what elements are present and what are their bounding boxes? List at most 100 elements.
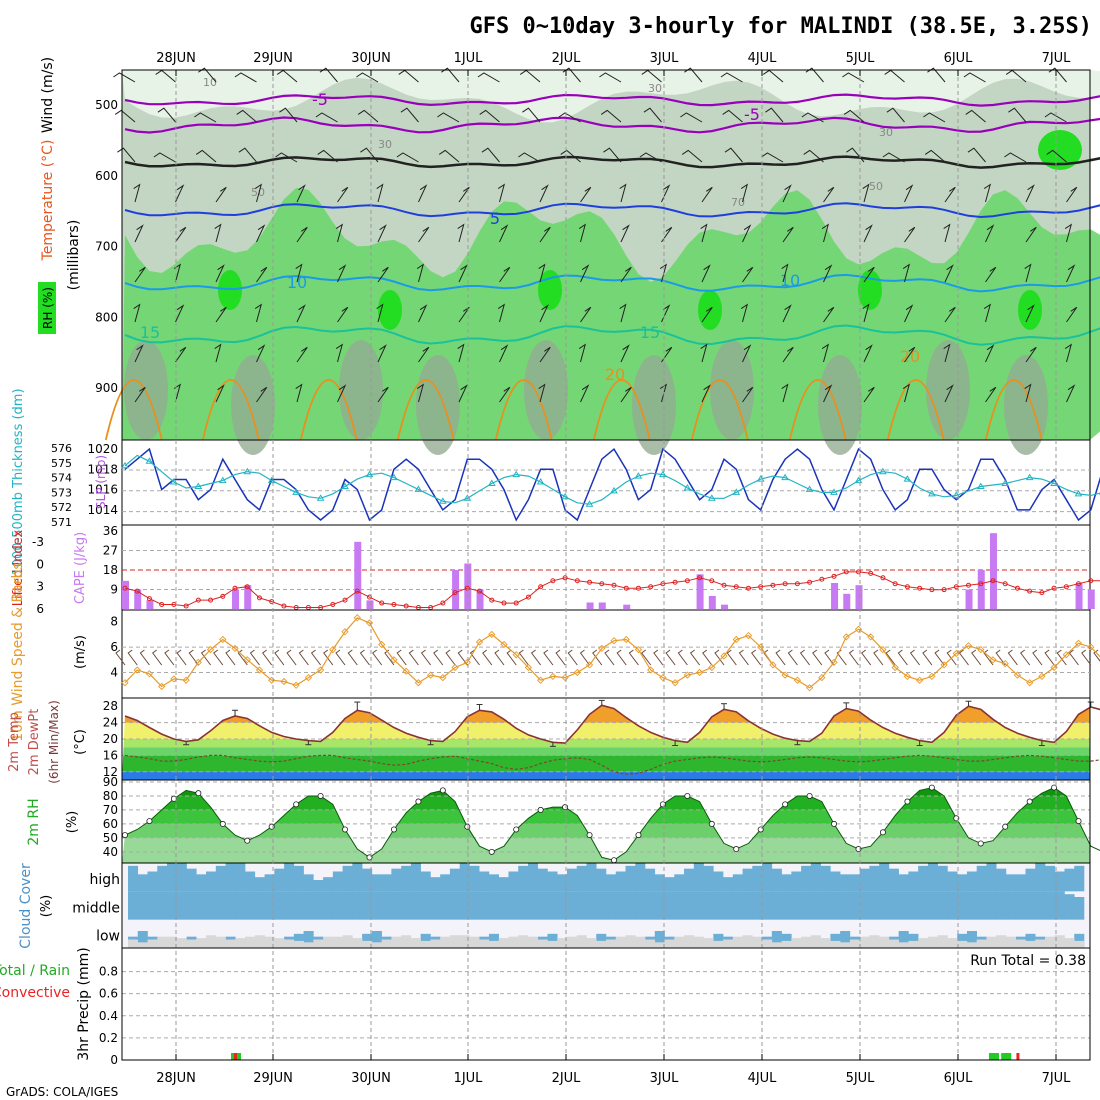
cloud-high-bar [566, 868, 578, 892]
cloud-middle-bar [449, 891, 460, 920]
cloud-middle-bar [771, 891, 782, 920]
cloud-middle-bar [1035, 891, 1046, 920]
rh-dry-pocket-4 [524, 340, 568, 440]
cloud-low-gap [625, 935, 636, 948]
wind-speed-point [622, 635, 630, 644]
surface-wind-barb [176, 649, 187, 666]
surface-wind-barb [262, 649, 273, 666]
wind-speed-point [1026, 679, 1034, 687]
rh2m-point [146, 818, 153, 825]
rh2m-point [464, 823, 471, 830]
wind-speed-point [732, 635, 740, 644]
rh2m-point [611, 857, 618, 864]
upper-wind-barb [256, 266, 268, 283]
surface-wind-barb [396, 649, 407, 666]
cloud-middle-bar [840, 891, 851, 920]
cloud-low-bar [957, 933, 968, 948]
cloud-low-bar [362, 933, 373, 948]
cloud-low-bar [908, 933, 919, 948]
wind-speed-point [1087, 643, 1095, 651]
wind-speed-point [1074, 639, 1083, 647]
upper-wind-barb [418, 226, 430, 243]
rh2m-point [831, 820, 838, 827]
wind-tick-1: 6 [110, 640, 118, 654]
upper-wind-barb [643, 107, 662, 123]
cloud-high-bar [537, 868, 548, 892]
thickness-marker [463, 494, 472, 501]
upper-wind-barb [927, 67, 946, 83]
surface-wind-barb [848, 649, 859, 666]
cloud-middle-bar [742, 891, 753, 920]
upper-wind-barb [863, 266, 875, 283]
upper-wind-barb [113, 72, 136, 83]
thickness-marker [1074, 489, 1083, 497]
cloud-low-gap [147, 939, 158, 948]
cloud-high-bar [674, 874, 685, 892]
cloud-high-bar [966, 871, 977, 892]
cloud-low-gap [215, 936, 226, 948]
cloud-middle-bar [284, 891, 295, 920]
wind-speed-point [512, 651, 520, 659]
upper-wind-barb [580, 306, 592, 323]
surface-wind-barb [873, 649, 884, 666]
cloud-middle-bar [830, 891, 841, 920]
date-label-top-2: 30JUN [351, 51, 391, 66]
pressure-tick-0: 500 [95, 98, 118, 112]
cloud-middle-bar [635, 891, 646, 920]
thickness-marker [267, 476, 276, 484]
upper-wind-barb [742, 224, 752, 243]
upper-wind-barb [133, 303, 141, 323]
wind-speed-point [964, 642, 973, 650]
cloud-low-gap [820, 938, 831, 948]
surface-wind-barb [1056, 649, 1067, 666]
wind-speed-point [426, 671, 435, 679]
upper-wind-barb [863, 344, 873, 363]
cloud-low-gap [420, 940, 431, 948]
upper-wind-barb [377, 266, 389, 283]
isotherm-20-arch-1 [201, 379, 260, 441]
upper-wind-barb [904, 184, 914, 203]
cloud-high-bar [762, 863, 773, 892]
lifted-index-point [733, 584, 739, 590]
upper-wind-barb [701, 264, 711, 283]
upper-wind-barb [904, 226, 916, 243]
cloud-high-bar [323, 877, 334, 892]
rh2m-point [977, 840, 984, 847]
cloud-high-bar [771, 868, 782, 892]
upper-wind-barb [967, 147, 986, 163]
cloud-low-gap [225, 939, 236, 948]
wind10m-unit-label: (m/s) [73, 635, 88, 669]
thickness-marker [928, 489, 936, 497]
upper-wind-barb [356, 72, 379, 83]
cloud-high-bar [1015, 874, 1026, 892]
cloud-middle-bar [479, 891, 490, 920]
isotherm-label-6: 15 [640, 323, 660, 342]
lifted-index-point [256, 595, 262, 601]
upper-wind-barb [944, 186, 956, 203]
surface-wind-barb [995, 649, 1006, 666]
surface-wind-barb [702, 649, 713, 666]
cloud-axis-label: Cloud Cover [18, 863, 34, 949]
cloud-low-gap [840, 942, 851, 948]
upper-wind-barb [296, 226, 308, 243]
rh2m-point [317, 792, 324, 799]
wind-speed-point [414, 679, 423, 687]
surface-wind-barb [298, 649, 309, 666]
isotherm-10 [124, 273, 1100, 293]
cloud-low-gap [752, 936, 763, 948]
upper-wind-barb [600, 109, 622, 123]
thickness-marker [634, 472, 643, 479]
upper-wind-barb [295, 263, 303, 283]
surface-wind-barb [420, 649, 431, 666]
upper-wind-barb [781, 263, 789, 283]
isotherm-zero [124, 155, 1100, 169]
isotherm-label-0: -5 [312, 90, 328, 109]
thickness-series-line [124, 454, 1100, 505]
cloud-low-gap [284, 939, 295, 948]
cloud-middle-bar [196, 891, 207, 920]
upper-wind-barb [133, 183, 141, 203]
cloud-high-bar [371, 874, 382, 892]
upper-wind-barb [279, 107, 298, 123]
cloud-high-bar [410, 863, 421, 892]
date-label-bottom-3: 1JUL [454, 1071, 484, 1086]
